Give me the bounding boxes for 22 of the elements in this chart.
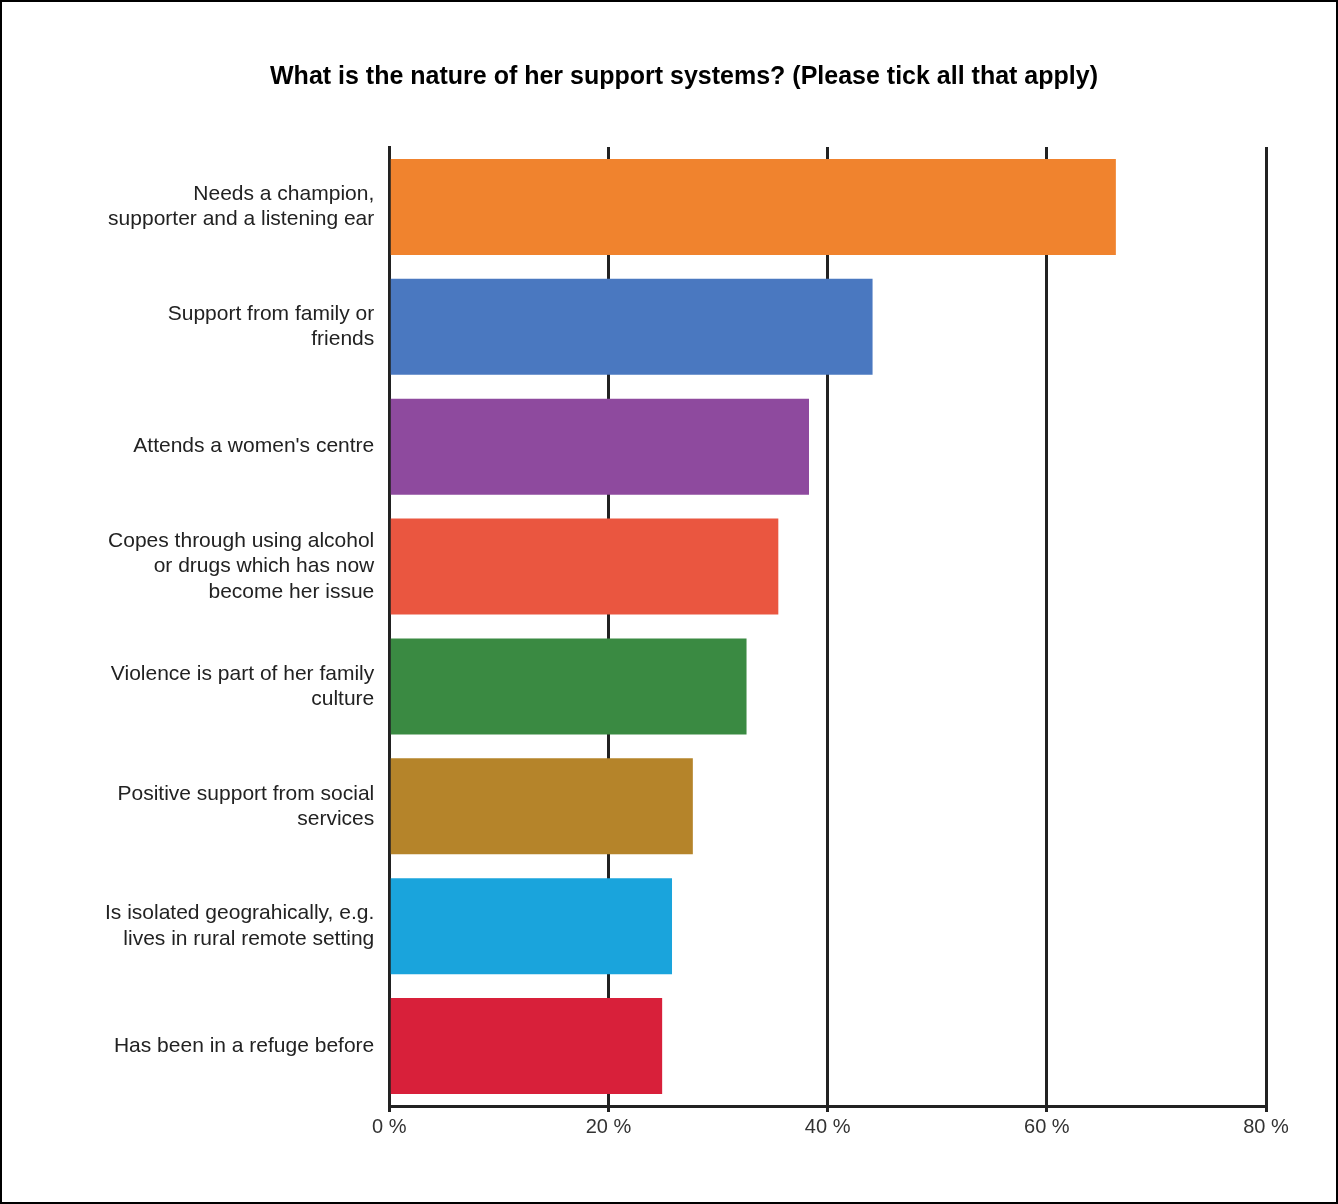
bar: [390, 758, 693, 855]
y-tick-label: Attends a women's centre: [133, 433, 375, 457]
y-tick-label: Violence is part of her family culture: [110, 660, 375, 709]
bar: [390, 878, 673, 975]
y-tick-label: Is isolated geograhically, e.g. lives in rural remote setting: [104, 900, 375, 949]
bar: [390, 398, 809, 495]
x-tick-label: 60 %: [1024, 1114, 1070, 1137]
x-tick-label: 80 %: [1243, 1114, 1290, 1137]
y-tick-label: Positive support from social services: [117, 780, 375, 829]
x-tick-label: 0 %: [372, 1114, 407, 1137]
y-tick-label: Needs a champion, supporter and a listening ear: [108, 181, 375, 230]
y-tick-label: Support from family or friends: [167, 301, 375, 350]
bar: [390, 518, 779, 615]
x-tick-label: 40 %: [804, 1114, 851, 1137]
bar: [390, 278, 873, 375]
y-tick-label: Copes through using alcohol or drugs which has now become her issue: [108, 528, 376, 602]
chart-title: What is the nature of her support systems? (Please tick all that apply): [270, 60, 1098, 89]
bar: [390, 158, 1116, 255]
y-tick-label: Has been in a refuge before: [113, 1032, 375, 1056]
bar: [390, 998, 663, 1095]
x-tick-label: 20 %: [585, 1114, 632, 1137]
bar: [390, 638, 747, 735]
